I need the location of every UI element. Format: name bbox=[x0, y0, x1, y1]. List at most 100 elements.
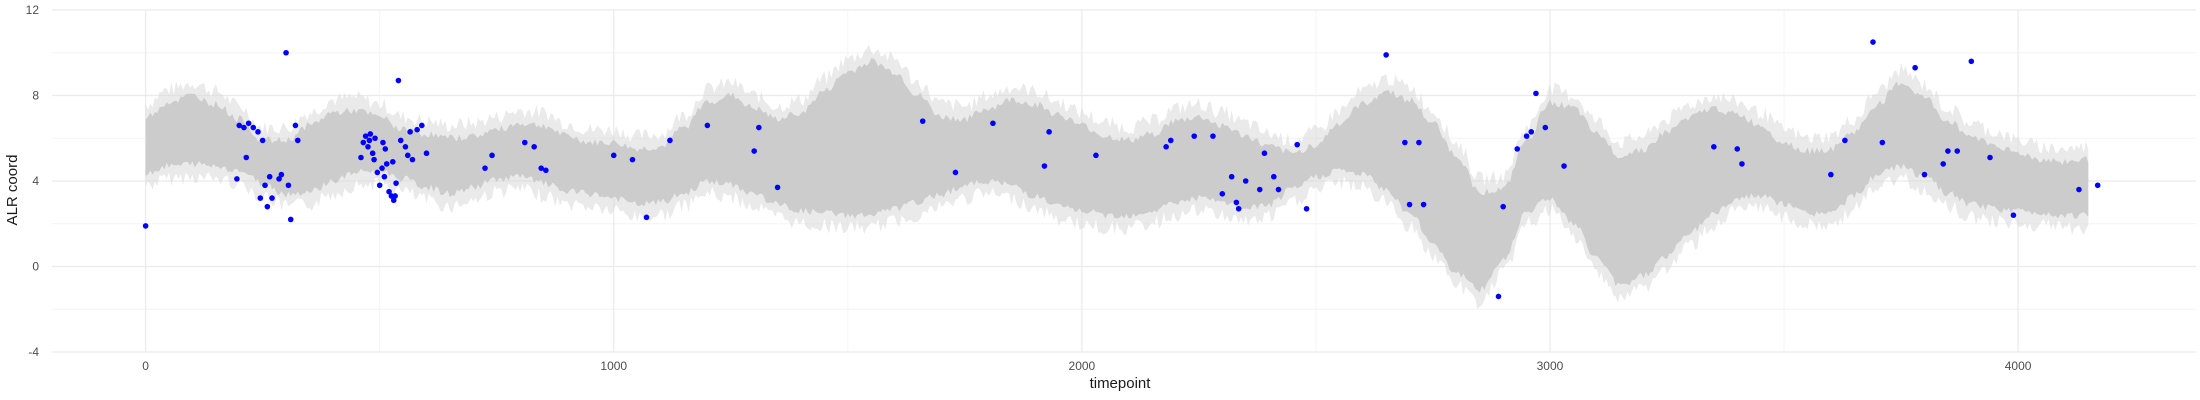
observation-point bbox=[393, 180, 399, 186]
observation-point bbox=[414, 126, 420, 133]
observation-point bbox=[774, 184, 781, 191]
observation-point bbox=[1163, 144, 1169, 150]
observation-point bbox=[360, 139, 367, 146]
points-layer bbox=[142, 39, 2101, 300]
observation-point bbox=[389, 158, 396, 165]
observation-point bbox=[407, 129, 413, 135]
observation-point bbox=[390, 197, 397, 204]
observation-point bbox=[1533, 90, 1539, 97]
observation-point bbox=[704, 122, 711, 129]
observation-point bbox=[1954, 148, 1961, 154]
observation-point bbox=[1945, 148, 1951, 154]
observation-point bbox=[1261, 150, 1268, 157]
observation-point bbox=[1495, 293, 1502, 300]
observation-point bbox=[1561, 163, 1567, 169]
observation-point bbox=[1168, 137, 1174, 144]
observation-point bbox=[1041, 163, 1048, 169]
ribbon-layer bbox=[145, 44, 2089, 310]
observation-point bbox=[531, 144, 537, 150]
observation-point bbox=[404, 152, 411, 159]
x-tick-label: 1000 bbox=[600, 359, 627, 373]
observation-point bbox=[409, 156, 416, 163]
observation-point bbox=[1739, 161, 1745, 167]
observation-point bbox=[1210, 133, 1216, 139]
observation-point bbox=[380, 139, 386, 146]
x-tick-label: 0 bbox=[142, 359, 149, 373]
observation-point bbox=[990, 120, 996, 127]
observation-point bbox=[538, 165, 544, 171]
y-tick-labels: -4 0 4 8 12 bbox=[26, 3, 40, 359]
y-tick-label: 0 bbox=[32, 260, 39, 274]
observation-point bbox=[1046, 129, 1052, 135]
observation-point bbox=[371, 156, 377, 163]
x-axis-title: timepoint bbox=[1090, 375, 1152, 392]
x-tick-labels: 0 1000 2000 3000 4000 bbox=[142, 359, 2032, 373]
observation-point bbox=[1275, 186, 1282, 193]
observation-point bbox=[236, 122, 243, 129]
observation-point bbox=[2076, 186, 2082, 193]
observation-point bbox=[667, 137, 673, 144]
y-tick-label: 12 bbox=[26, 3, 40, 17]
observation-point bbox=[751, 148, 757, 154]
observation-point bbox=[374, 169, 381, 176]
observation-point bbox=[381, 173, 388, 180]
x-tick-label: 4000 bbox=[2005, 359, 2032, 373]
observation-point bbox=[1235, 205, 1242, 212]
observation-point bbox=[1734, 146, 1741, 152]
observation-point bbox=[1093, 152, 1099, 159]
observation-point bbox=[362, 133, 369, 139]
observation-point bbox=[1294, 141, 1301, 148]
observation-point bbox=[419, 122, 425, 129]
x-tick-label: 3000 bbox=[1537, 359, 1564, 373]
credible-interval-band bbox=[145, 58, 2089, 293]
observation-point bbox=[2094, 182, 2101, 189]
observation-point bbox=[266, 173, 273, 180]
observation-point bbox=[423, 150, 430, 157]
observation-point bbox=[269, 195, 275, 201]
observation-point bbox=[643, 214, 650, 221]
observation-point bbox=[1406, 201, 1413, 208]
observation-point bbox=[1711, 144, 1717, 150]
observation-point bbox=[1514, 146, 1521, 152]
observation-point bbox=[367, 131, 374, 137]
observation-point bbox=[245, 120, 252, 127]
observation-point bbox=[1219, 191, 1226, 197]
observation-point bbox=[365, 144, 371, 150]
observation-point bbox=[276, 176, 282, 182]
observation-point bbox=[392, 193, 398, 199]
x-tick-label: 2000 bbox=[1069, 359, 1096, 373]
observation-point bbox=[383, 161, 390, 167]
observation-point bbox=[1842, 137, 1848, 144]
y-tick-label: 8 bbox=[32, 89, 39, 103]
observation-point bbox=[756, 124, 762, 131]
observation-point bbox=[1921, 171, 1928, 178]
observation-point bbox=[1542, 124, 1549, 131]
y-tick-label: -4 bbox=[28, 345, 39, 359]
observation-point bbox=[1420, 201, 1427, 208]
observation-point bbox=[386, 188, 392, 195]
observation-point bbox=[262, 182, 268, 189]
observation-point bbox=[264, 203, 271, 210]
observation-point bbox=[522, 139, 528, 146]
observation-point bbox=[243, 154, 250, 161]
observation-point bbox=[489, 152, 495, 159]
observation-point bbox=[1912, 64, 1918, 71]
observation-point bbox=[919, 118, 926, 124]
observation-point bbox=[294, 137, 301, 144]
observation-point bbox=[283, 49, 289, 56]
observation-point bbox=[259, 137, 266, 144]
observation-point bbox=[1870, 39, 1876, 45]
observation-point bbox=[1523, 133, 1530, 139]
observation-point bbox=[234, 176, 240, 182]
observation-point bbox=[366, 137, 373, 144]
observation-point bbox=[1303, 205, 1310, 212]
observation-point bbox=[952, 169, 959, 176]
observation-point bbox=[287, 216, 294, 223]
observation-point bbox=[629, 156, 636, 163]
observation-point bbox=[376, 182, 383, 189]
y-axis-title: ALR coord bbox=[4, 155, 21, 226]
observation-point bbox=[369, 150, 376, 157]
observation-point bbox=[1500, 203, 1506, 210]
observation-point bbox=[1242, 178, 1249, 184]
